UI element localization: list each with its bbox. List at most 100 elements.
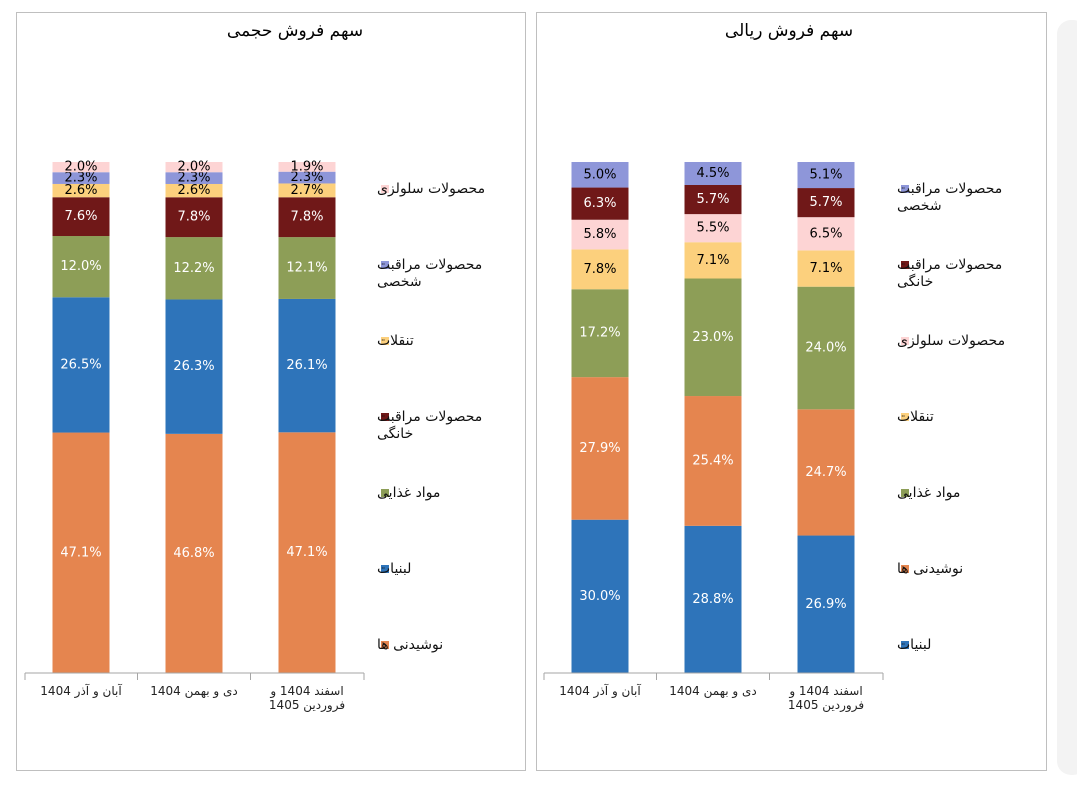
legend-label: نوشیدنی ها xyxy=(897,561,963,577)
legend-label: محصولات مراقبت خانگی xyxy=(897,257,1002,290)
category-label: آبان و آذر 1404 xyxy=(40,683,122,699)
bar-segment xyxy=(571,519,629,673)
data-label: 26.9% xyxy=(805,597,846,612)
legend-swatch xyxy=(381,489,389,497)
legend-swatch xyxy=(901,565,909,573)
stacked-bar-chart-volume: 47.1%26.5%12.0%7.6%2.6%2.3%2.0%آبان و آذ… xyxy=(24,159,485,713)
bar-segment xyxy=(797,162,855,189)
bar-segment xyxy=(797,217,855,251)
data-label: 7.6% xyxy=(64,209,97,224)
data-label: 5.0% xyxy=(583,167,616,182)
bar-segment xyxy=(571,377,629,520)
category-label: آبان و آذر 1404 xyxy=(559,683,641,699)
bar-segment xyxy=(571,249,629,290)
bar-segment xyxy=(797,409,855,536)
bar-segment xyxy=(52,172,110,184)
bar-segment xyxy=(684,525,742,673)
bar-segment xyxy=(278,197,336,238)
legend-swatch xyxy=(901,489,909,497)
bar-segment xyxy=(165,433,223,673)
data-label: 6.5% xyxy=(809,226,842,241)
data-label: 47.1% xyxy=(60,545,101,560)
data-label: 26.5% xyxy=(60,357,101,372)
legend-swatch xyxy=(901,413,909,421)
data-label: 2.6% xyxy=(177,183,210,198)
stacked-bar-chart-value: 30.0% 27.9% 17.2% 7.8% 5.8% 6.3% 5.0% آبان و آذ… xyxy=(543,162,1005,713)
legend-label: نوشیدنی ها xyxy=(377,637,443,653)
category-label: دی و بهمن 1404 xyxy=(669,684,756,699)
category-label: اسفند 1404 و فروردین 1405 xyxy=(269,684,345,713)
bar-segment xyxy=(165,237,223,300)
bar-segment xyxy=(278,183,336,198)
bar-segment xyxy=(278,298,336,433)
bar-segment xyxy=(684,162,742,185)
bar-segment xyxy=(684,214,742,243)
data-label: 5.7% xyxy=(809,195,842,210)
bar-segment xyxy=(52,297,110,433)
chart-panel-value: سهم فروش ریالی 30.0% 27.9% 17.2% 7.8% 5.8% 6.… xyxy=(536,12,1047,771)
bar-segment xyxy=(165,299,223,434)
legend-label: محصولات سلولزی xyxy=(897,333,1005,349)
data-label: 47.1% xyxy=(286,545,327,560)
chart-title: سهم فروش حجمی xyxy=(226,21,364,41)
legend-swatch xyxy=(381,565,389,573)
data-label: 5.8% xyxy=(583,227,616,242)
legend-swatch xyxy=(901,337,909,345)
data-label: 24.0% xyxy=(805,341,846,356)
data-label: 12.2% xyxy=(173,261,214,276)
data-label: 30.0% xyxy=(579,589,620,604)
data-label: 7.8% xyxy=(583,262,616,277)
chart-title: سهم فروش ریالی xyxy=(724,21,854,41)
legend-label: لبنیات xyxy=(377,561,411,577)
bar-segment xyxy=(684,396,742,526)
legend-swatch xyxy=(381,261,389,269)
data-label: 2.0% xyxy=(64,160,97,175)
legend-label: محصولات مراقبت شخصی xyxy=(897,181,1002,214)
data-label: 5.1% xyxy=(809,168,842,183)
bar-segment xyxy=(684,278,742,397)
legend-label: محصولات مراقبت خانگی xyxy=(377,409,482,442)
bar-segment xyxy=(571,289,629,378)
data-label: 2.3% xyxy=(290,170,323,185)
bar-segment xyxy=(571,187,629,220)
legend-swatch xyxy=(901,641,909,649)
data-label: 2.3% xyxy=(64,171,97,186)
legend-swatch xyxy=(381,413,389,421)
bar-segment xyxy=(165,162,223,173)
data-label: 24.7% xyxy=(805,465,846,480)
data-label: 2.0% xyxy=(177,160,210,175)
chart-panel-volume: سهم فروش حجمی 47.1% 26.5% 12.0% 7.6% 2.6% 2.3… xyxy=(16,12,526,771)
bar-segment xyxy=(52,197,110,237)
bar-segment xyxy=(278,171,336,184)
legend-swatch xyxy=(901,185,909,193)
legend-label: تنقلات xyxy=(897,409,934,425)
side-panel-edge xyxy=(1057,20,1077,775)
bar-segment xyxy=(684,184,742,215)
legend-swatch xyxy=(381,337,389,345)
bar-segment xyxy=(797,535,855,673)
data-label: 2.3% xyxy=(177,171,210,186)
bar-segment xyxy=(797,286,855,410)
data-label: 17.2% xyxy=(579,326,620,341)
data-label: 25.4% xyxy=(692,453,733,468)
data-label: 5.5% xyxy=(696,221,729,236)
legend-swatch xyxy=(381,641,389,649)
bar-segment xyxy=(278,237,336,299)
data-label: 7.8% xyxy=(177,210,210,225)
legend-swatch xyxy=(901,261,909,269)
data-label: 26.1% xyxy=(286,358,327,373)
bar-segment xyxy=(797,188,855,218)
bar-segment xyxy=(52,183,110,198)
category-label: اسفند 1404 و فروردین 1405 xyxy=(788,684,864,713)
data-label: 1.9% xyxy=(290,159,323,174)
legend-label: تنقلات xyxy=(377,333,414,349)
bar-segment xyxy=(571,162,629,188)
bar-segment xyxy=(52,236,110,298)
data-label: 27.9% xyxy=(579,441,620,456)
bar-segment xyxy=(797,250,855,287)
data-label: 12.1% xyxy=(286,261,327,276)
legend-label: محصولات سلولزی xyxy=(377,181,485,197)
bar-segment xyxy=(571,219,629,250)
bar-segment xyxy=(278,162,336,172)
data-label: 26.3% xyxy=(173,359,214,374)
